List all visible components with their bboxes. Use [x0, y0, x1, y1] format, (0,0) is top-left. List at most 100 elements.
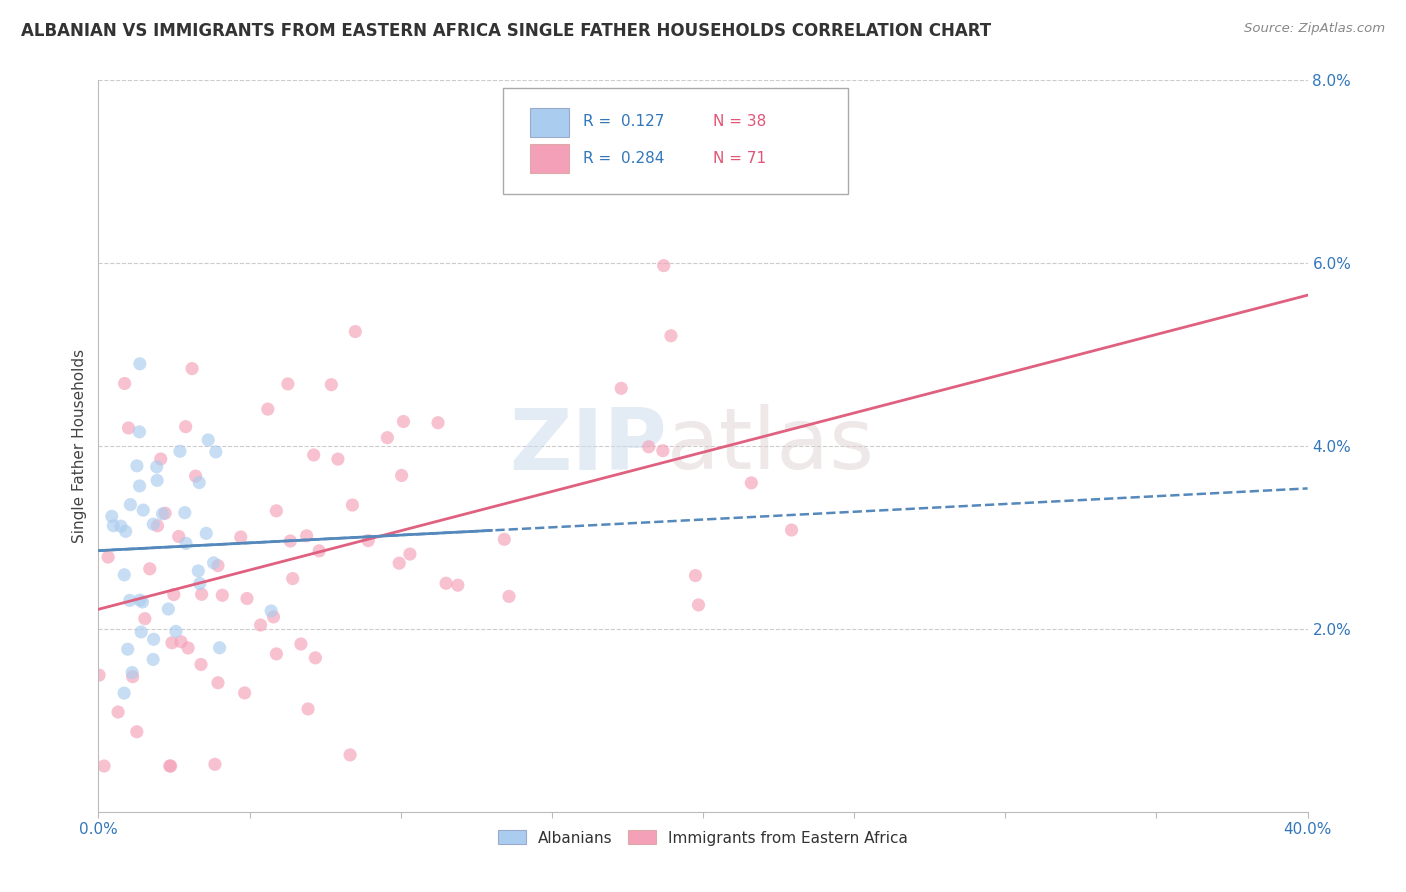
Point	[177, 640, 200, 655]
Point	[128, 479, 150, 493]
Point	[297, 702, 319, 716]
Point	[685, 568, 707, 582]
Point	[142, 517, 165, 532]
Text: ZIP: ZIP	[509, 404, 666, 488]
Point	[295, 529, 318, 543]
Point	[184, 469, 207, 483]
Point	[290, 637, 312, 651]
Point	[308, 544, 330, 558]
Point	[249, 618, 271, 632]
Point	[121, 670, 143, 684]
Point	[391, 468, 413, 483]
Point	[188, 475, 211, 490]
Point	[117, 642, 139, 657]
Point	[302, 448, 325, 462]
Point	[494, 533, 516, 547]
Point	[169, 444, 191, 458]
Point	[125, 724, 148, 739]
Point	[93, 759, 115, 773]
Point	[100, 509, 122, 524]
Point	[326, 452, 349, 467]
Point	[167, 529, 190, 543]
Point	[266, 647, 288, 661]
Legend: Albanians, Immigrants from Eastern Africa: Albanians, Immigrants from Eastern Afric…	[492, 824, 914, 852]
Point	[159, 759, 181, 773]
Point	[170, 634, 193, 648]
Point	[112, 567, 135, 582]
Point	[280, 534, 302, 549]
Point	[187, 564, 209, 578]
Point	[740, 475, 762, 490]
Point	[163, 588, 186, 602]
Point	[146, 518, 169, 533]
Point	[208, 640, 231, 655]
Point	[142, 652, 165, 666]
Text: N = 38: N = 38	[713, 114, 766, 129]
Point	[202, 556, 225, 570]
Point	[121, 665, 143, 680]
Text: atlas: atlas	[666, 404, 875, 488]
Text: Source: ZipAtlas.com: Source: ZipAtlas.com	[1244, 22, 1385, 36]
Point	[181, 361, 204, 376]
Point	[427, 416, 450, 430]
Point	[188, 576, 211, 591]
Point	[165, 624, 187, 639]
Point	[145, 459, 167, 474]
Point	[146, 474, 169, 488]
Point	[652, 259, 675, 273]
Point	[174, 536, 197, 550]
Text: R =  0.127: R = 0.127	[583, 114, 665, 129]
Point	[125, 458, 148, 473]
Point	[659, 328, 682, 343]
Point	[190, 587, 212, 601]
Point	[117, 421, 139, 435]
Point	[152, 507, 174, 521]
Point	[377, 431, 399, 445]
Point	[233, 686, 256, 700]
Point	[173, 506, 195, 520]
Point	[392, 415, 415, 429]
Point	[211, 588, 233, 602]
Point	[651, 443, 673, 458]
Bar	[530, 108, 569, 137]
Point	[118, 593, 141, 607]
Point	[128, 357, 150, 371]
Point	[132, 503, 155, 517]
Point	[114, 376, 136, 391]
Point	[236, 591, 259, 606]
Point	[153, 506, 176, 520]
Point	[204, 757, 226, 772]
Point	[142, 632, 165, 647]
Text: N = 71: N = 71	[713, 151, 766, 166]
Point	[344, 325, 367, 339]
Point	[281, 572, 304, 586]
Point	[266, 504, 288, 518]
Point	[190, 657, 212, 672]
Point	[388, 556, 411, 570]
Point	[112, 686, 135, 700]
Point	[229, 530, 252, 544]
Point	[131, 595, 153, 609]
Point	[134, 612, 156, 626]
Point	[637, 440, 659, 454]
Point	[197, 433, 219, 447]
Text: R =  0.284: R = 0.284	[583, 151, 665, 166]
Point	[207, 558, 229, 573]
Point	[321, 377, 343, 392]
Point	[160, 636, 183, 650]
Point	[399, 547, 422, 561]
Point	[447, 578, 470, 592]
Point	[110, 519, 132, 533]
Y-axis label: Single Father Households: Single Father Households	[72, 349, 87, 543]
Point	[157, 602, 180, 616]
Point	[103, 518, 125, 533]
Point	[780, 523, 803, 537]
Point	[97, 550, 120, 565]
Point	[498, 590, 520, 604]
Point	[339, 747, 361, 762]
Point	[129, 624, 152, 639]
Point	[304, 650, 326, 665]
Point	[277, 376, 299, 391]
Point	[688, 598, 710, 612]
Point	[195, 526, 218, 541]
